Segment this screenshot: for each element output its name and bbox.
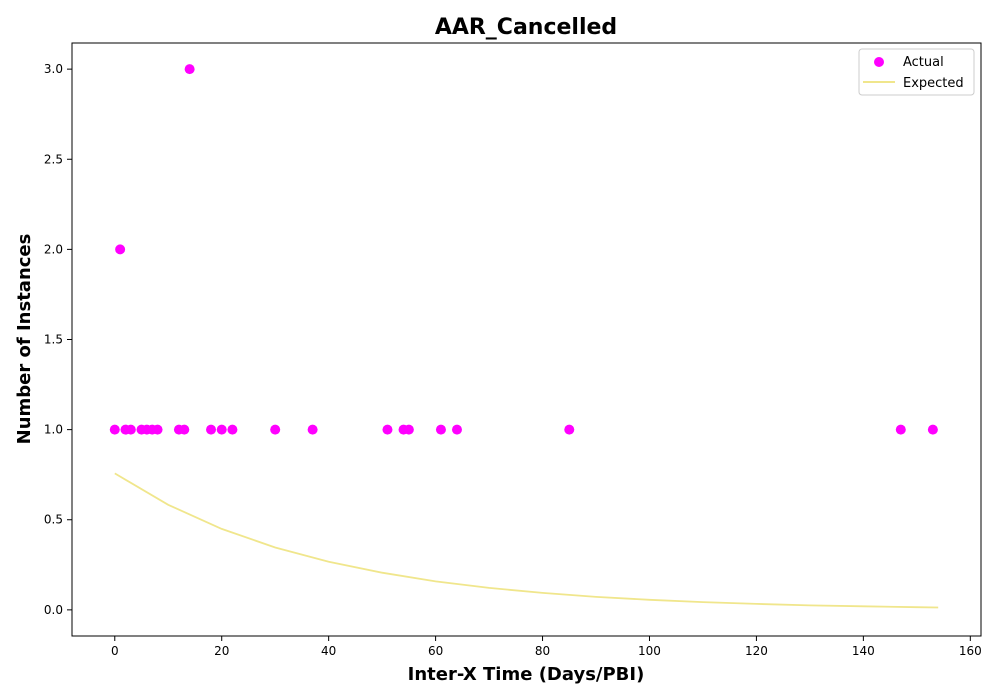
expected-line — [114, 472, 939, 609]
x-tick-label: 140 — [852, 644, 875, 658]
chart-title: AAR_Cancelled — [435, 15, 617, 40]
y-tick-label: 0.0 — [44, 603, 63, 617]
actual-point — [125, 424, 136, 435]
actual-point — [451, 424, 462, 435]
x-tick-label: 0 — [111, 644, 119, 658]
x-axis-title: Inter-X Time (Days/PBI) — [408, 664, 645, 685]
plot-area — [71, 42, 982, 637]
y-tick-label: 1.5 — [44, 333, 63, 347]
y-axis: 0.0 0.5 1.0 1.5 2.0 2.5 3.0 — [44, 62, 72, 617]
x-tick-label: 40 — [321, 644, 336, 658]
actual-point — [382, 424, 393, 435]
y-tick-label: 2.5 — [44, 152, 63, 166]
actual-point — [179, 424, 190, 435]
y-tick-label: 2.0 — [44, 242, 63, 256]
legend-label-actual: Actual — [903, 55, 944, 70]
x-tick-label: 60 — [428, 644, 443, 658]
y-tick-label: 0.5 — [44, 513, 63, 527]
actual-point — [307, 424, 318, 435]
actual-point — [895, 424, 906, 435]
actual-point — [152, 424, 163, 435]
y-axis-title: Number of Instances — [14, 234, 35, 445]
actual-point — [184, 64, 195, 75]
actual-point — [206, 424, 217, 435]
series-layer — [109, 64, 939, 609]
y-tick-label: 3.0 — [44, 62, 63, 76]
actual-point — [216, 424, 227, 435]
actual-point — [403, 424, 414, 435]
actual-point — [115, 244, 126, 255]
actual-point — [927, 424, 938, 435]
actual-point — [564, 424, 575, 435]
actual-point — [109, 424, 120, 435]
legend: Actual Expected — [858, 48, 975, 96]
y-tick-label: 1.0 — [44, 423, 63, 437]
x-tick-label: 100 — [638, 644, 661, 658]
actual-point — [227, 424, 238, 435]
legend-marker-actual — [874, 57, 884, 67]
legend-label-expected: Expected — [903, 76, 964, 91]
actual-point — [435, 424, 446, 435]
x-axis: 0 20 40 60 80 100 120 140 160 — [111, 636, 982, 658]
x-tick-label: 20 — [214, 644, 229, 658]
x-tick-label: 160 — [959, 644, 982, 658]
actual-point — [270, 424, 281, 435]
x-tick-label: 80 — [535, 644, 550, 658]
x-tick-label: 120 — [745, 644, 768, 658]
legend-box — [858, 48, 975, 96]
